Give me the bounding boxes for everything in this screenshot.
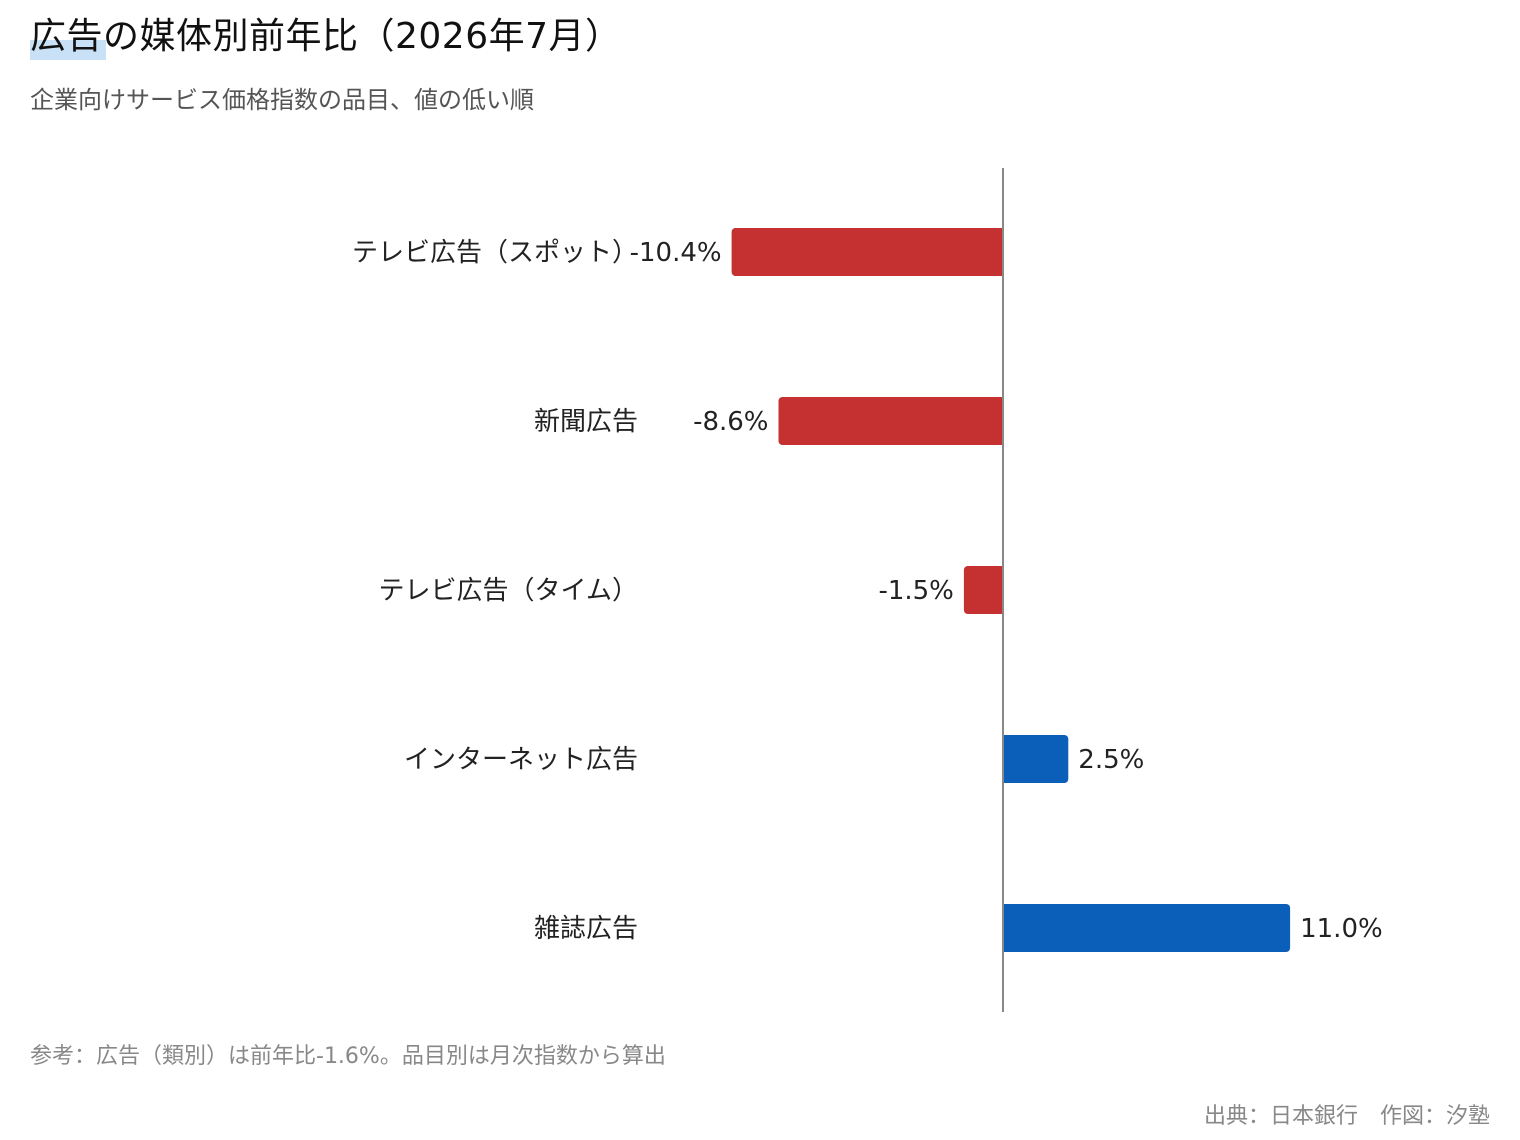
bar (731, 228, 1003, 276)
bar (778, 397, 1003, 445)
bar-axis-edge (997, 228, 1003, 276)
title-highlight (30, 40, 106, 60)
bar-axis-edge (1003, 735, 1009, 783)
bar (963, 566, 1004, 614)
source-credit: 出典：日本銀行 作図：汐塾 (1203, 1104, 1490, 1129)
bar-value-label: 2.5% (1078, 745, 1144, 775)
category-label: 雑誌広告 (534, 914, 638, 944)
category-label: テレビ広告（タイム） (379, 576, 638, 606)
bars-group (731, 228, 1291, 952)
chart-title-text: 広告の媒体別前年比（2026年7月） (30, 16, 622, 57)
bar-value-label: -10.4% (630, 238, 722, 268)
category-label: インターネット広告 (404, 745, 638, 775)
value-labels-group: -10.4% -8.6% -1.5% 2.5% 11.0% (630, 238, 1383, 944)
bar-value-label: 11.0% (1300, 914, 1383, 944)
bar-axis-edge (997, 566, 1003, 614)
bar-axis-edge (997, 397, 1003, 445)
bar (1003, 904, 1291, 952)
footnote: 参考：広告（類別）は前年比-1.6%。品目別は月次指数から算出 (30, 1044, 666, 1069)
category-label: テレビ広告（スポット） (352, 238, 638, 268)
category-label: 新聞広告 (534, 407, 638, 437)
bar-axis-edge (1003, 904, 1009, 952)
chart-subtitle: 企業向けサービス価格指数の品目、値の低い順 (30, 86, 534, 114)
chart-title: 広告の媒体別前年比（2026年7月） (30, 14, 622, 60)
bar-value-label: -8.6% (693, 407, 768, 437)
bar-value-label: -1.5% (878, 576, 953, 606)
bar (1003, 735, 1069, 783)
